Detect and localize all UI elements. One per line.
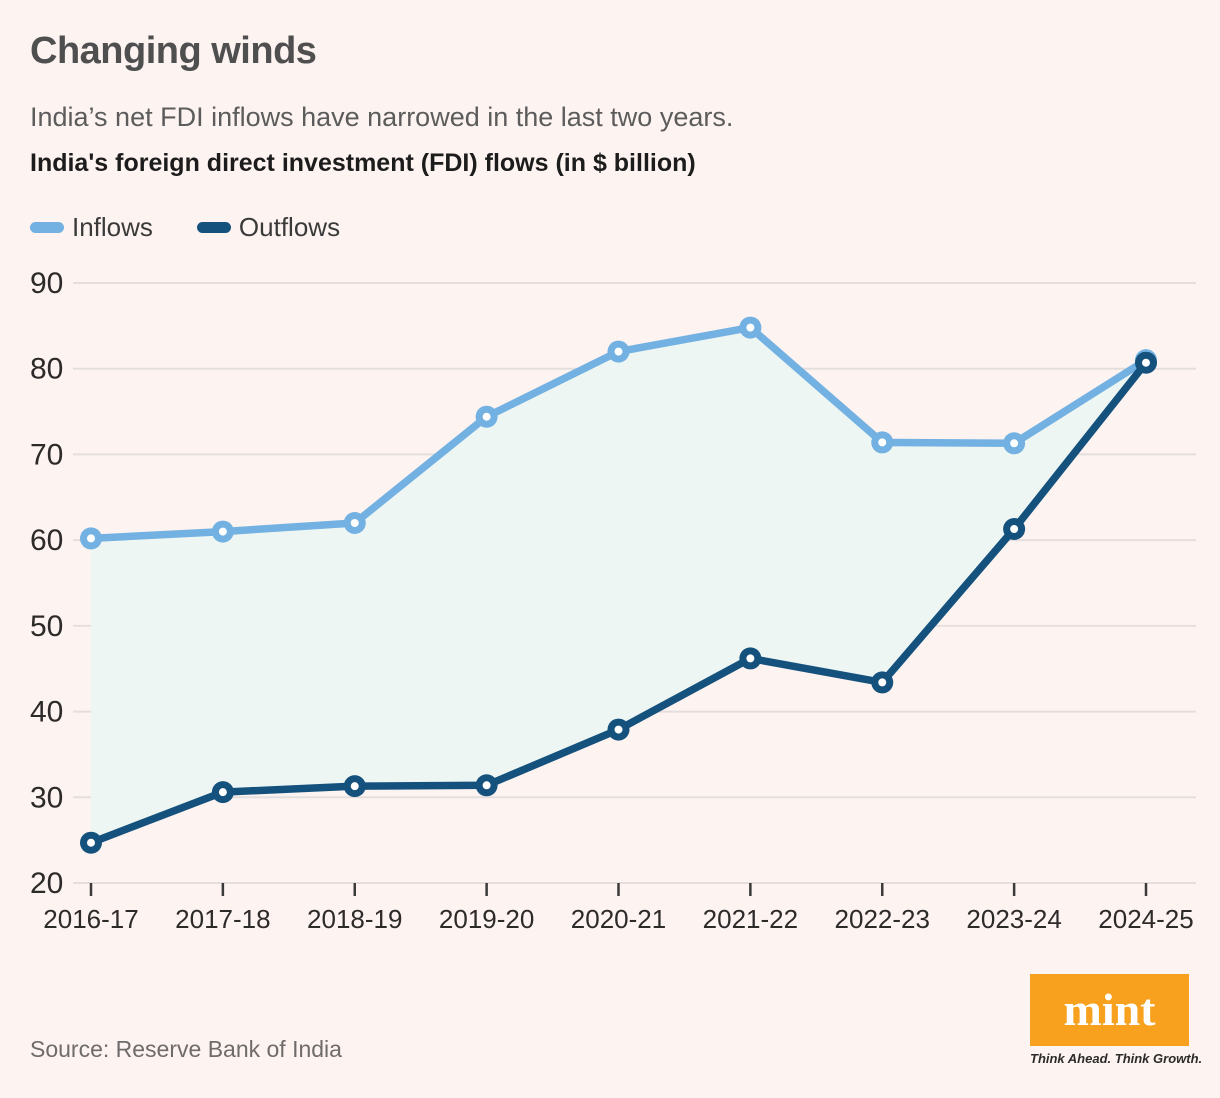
chart-title: India's foreign direct investment (FDI) … bbox=[30, 149, 696, 177]
outflows-marker-center bbox=[87, 838, 95, 847]
inflows-marker-center bbox=[350, 519, 359, 527]
x-axis-label: 2021-22 bbox=[703, 904, 798, 934]
outflows-marker-center bbox=[614, 725, 623, 734]
legend-item-inflows: Inflows bbox=[30, 212, 153, 243]
series-band-fill bbox=[91, 327, 1146, 843]
inflows-marker-center bbox=[482, 412, 491, 421]
page-title: Changing winds bbox=[30, 30, 317, 72]
inflows-marker-center bbox=[1010, 439, 1019, 448]
y-axis-label: 40 bbox=[30, 696, 63, 729]
inflows-marker-center bbox=[614, 347, 623, 356]
x-axis-label: 2023-24 bbox=[966, 904, 1061, 934]
outflows-marker-center bbox=[350, 782, 359, 791]
page-subtitle: India’s net FDI inflows have narrowed in… bbox=[30, 102, 734, 132]
outflows-marker-center bbox=[1142, 358, 1150, 367]
x-axis-label: 2024-25 bbox=[1098, 904, 1193, 934]
x-axis-label: 2022-23 bbox=[835, 904, 930, 934]
y-axis-label: 70 bbox=[30, 438, 63, 471]
outflows-swatch-icon bbox=[196, 222, 231, 233]
x-axis-label: 2020-21 bbox=[571, 904, 666, 934]
x-axis-label: 2016-17 bbox=[43, 904, 138, 934]
legend-item-outflows: Outflows bbox=[196, 212, 341, 243]
y-axis-label: 60 bbox=[30, 524, 63, 557]
y-axis-label: 20 bbox=[30, 867, 63, 900]
outflows-marker-center bbox=[218, 788, 227, 797]
mint-logo-wordmark: mint bbox=[1063, 984, 1156, 1035]
fdi-line-chart: 20 30 40 50 60 70 80 90 2016-17 2017-18 2018-19 201… bbox=[30, 267, 1196, 934]
y-axis-label: 50 bbox=[30, 610, 63, 643]
y-axis-label: 80 bbox=[30, 353, 63, 386]
x-axis-label: 2017-18 bbox=[175, 904, 270, 934]
x-axis-label: 2018-19 bbox=[307, 904, 402, 934]
legend-label-inflows: Inflows bbox=[72, 212, 153, 242]
outflows-marker-center bbox=[482, 781, 491, 790]
mint-logo: mint bbox=[1030, 974, 1189, 1046]
inflows-marker-center bbox=[746, 323, 755, 332]
inflows-swatch-icon bbox=[30, 222, 64, 233]
legend-label-outflows: Outflows bbox=[238, 212, 341, 242]
inflows-marker-center bbox=[87, 534, 95, 543]
chart-legend: Inflows Outflows bbox=[30, 212, 340, 243]
outflows-marker-center bbox=[746, 654, 755, 663]
outflows-marker-center bbox=[1010, 525, 1019, 533]
mint-logo-tagline: Think Ahead. Think Growth. bbox=[1030, 1051, 1203, 1066]
source-text: Source: Reserve Bank of India bbox=[30, 1036, 342, 1062]
inflows-marker-center bbox=[878, 438, 887, 447]
y-axis-label: 90 bbox=[30, 267, 63, 300]
outflows-marker-center bbox=[878, 678, 887, 687]
inflows-marker-center bbox=[218, 527, 227, 536]
x-axis-label: 2019-20 bbox=[439, 904, 534, 934]
y-axis-label: 30 bbox=[30, 781, 63, 814]
